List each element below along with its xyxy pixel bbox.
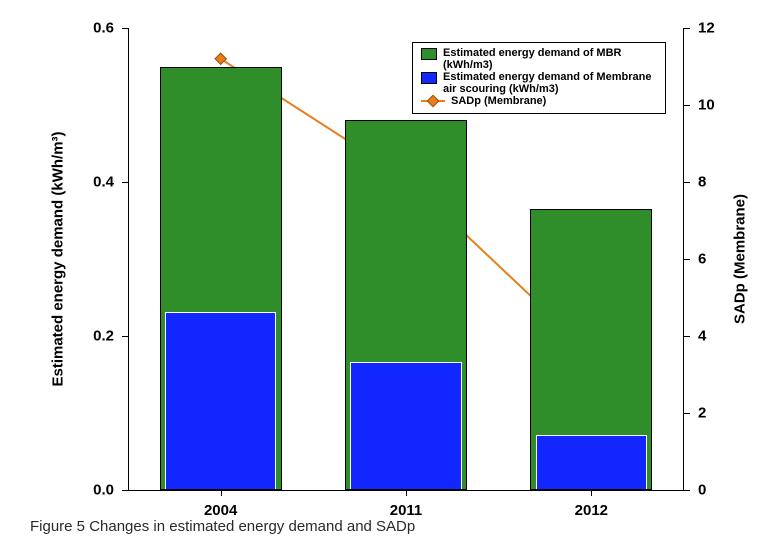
x-tick-label: 2004 — [204, 500, 237, 519]
bar-inner — [350, 362, 461, 489]
x-tick — [406, 490, 407, 496]
y-right-tick-label: 0 — [690, 482, 706, 499]
legend-label: Estimated energy demand of Membrane air … — [443, 71, 657, 95]
legend-item: Estimated energy demand of MBR (kWh/m3) — [421, 47, 657, 71]
y-axis-right-title: SADp (Membrane) — [732, 194, 749, 324]
y-right-tick-label: 4 — [690, 328, 706, 345]
x-tick — [591, 490, 592, 496]
legend-label: Estimated energy demand of MBR (kWh/m3) — [443, 47, 657, 71]
y-right-tick-label: 6 — [690, 251, 706, 268]
y-left-tick — [122, 182, 128, 183]
y-right-tick-label: 8 — [690, 174, 706, 191]
y-axis-left-line — [128, 28, 129, 490]
y-right-tick-label: 10 — [690, 97, 715, 114]
y-left-tick — [122, 336, 128, 337]
y-left-tick-label: 0.6 — [93, 20, 122, 37]
y-right-tick-label: 12 — [690, 20, 715, 37]
legend: Estimated energy demand of MBR (kWh/m3)E… — [412, 42, 666, 114]
legend-item: SADp (Membrane) — [421, 95, 657, 107]
y-right-tick-label: 2 — [690, 405, 706, 422]
y-left-tick-label: 0.4 — [93, 174, 122, 191]
legend-swatch-line — [421, 96, 445, 106]
x-tick-label: 2011 — [390, 500, 423, 519]
y-left-tick-label: 0.2 — [93, 328, 122, 345]
figure-caption: Figure 5 Changes in estimated energy dem… — [30, 518, 415, 535]
chart-figure: Estimated energy demand (kWh/m³) SADp (M… — [0, 0, 768, 552]
bar-inner — [536, 435, 647, 489]
y-left-tick — [122, 490, 128, 491]
x-tick-label: 2012 — [575, 500, 608, 519]
bar-inner — [165, 312, 276, 489]
y-axis-left-title: Estimated energy demand (kWh/m³) — [50, 131, 67, 386]
legend-label: SADp (Membrane) — [451, 95, 546, 107]
legend-swatch-bar — [421, 72, 437, 84]
x-tick — [221, 490, 222, 496]
legend-swatch-bar — [421, 48, 437, 60]
y-left-tick — [122, 28, 128, 29]
y-left-tick-label: 0.0 — [93, 482, 122, 499]
legend-item: Estimated energy demand of Membrane air … — [421, 71, 657, 95]
